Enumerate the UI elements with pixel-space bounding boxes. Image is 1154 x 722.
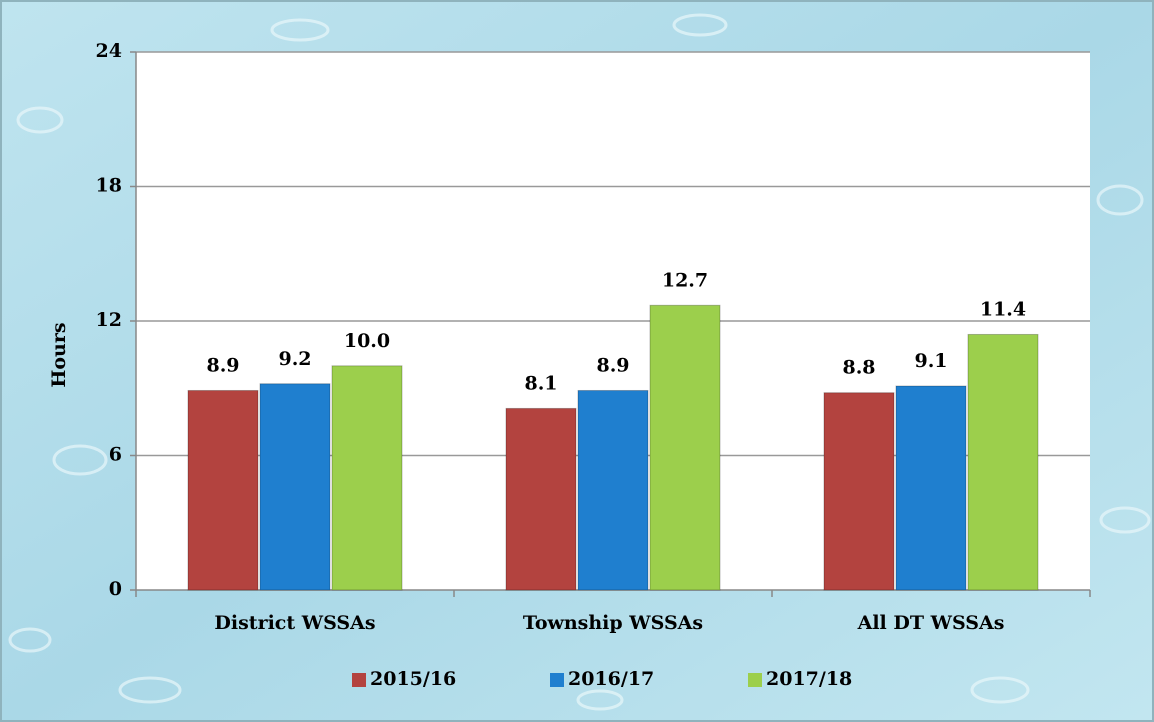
value-label: 9.2: [278, 348, 311, 370]
value-label: 9.1: [914, 350, 947, 372]
y-tick-label: 24: [96, 40, 122, 62]
y-tick-label: 12: [96, 309, 122, 331]
legend-swatch: [748, 673, 762, 687]
y-tick-label: 6: [109, 444, 122, 466]
value-label: 10.0: [344, 330, 390, 352]
legend-label: 2017/18: [766, 668, 852, 690]
bar: [823, 392, 895, 591]
legend-swatch: [352, 673, 366, 687]
legend-swatch: [550, 673, 564, 687]
legend-label: 2016/17: [568, 668, 654, 690]
value-label: 8.9: [596, 354, 629, 376]
x-tick-label: Township WSSAs: [523, 612, 703, 634]
legend-label: 2015/16: [370, 668, 456, 690]
bar: [967, 333, 1039, 591]
bar: [649, 304, 721, 591]
bar: [895, 385, 967, 591]
x-tick-label: All DT WSSAs: [857, 612, 1005, 634]
bar: [187, 389, 259, 591]
bar: [259, 383, 331, 591]
value-label: 8.8: [842, 357, 875, 379]
bar: [577, 389, 649, 591]
y-axis-label: Hours: [48, 322, 70, 387]
value-label: 8.1: [524, 372, 557, 394]
value-label: 12.7: [662, 269, 708, 291]
bar: [331, 365, 403, 591]
bar: [505, 407, 577, 591]
value-label: 11.4: [980, 298, 1026, 320]
water-drops: [8, 13, 1151, 711]
y-tick-label: 0: [109, 578, 122, 600]
x-tick-label: District WSSAs: [214, 612, 375, 634]
y-tick-label: 18: [96, 175, 122, 197]
value-label: 8.9: [206, 354, 239, 376]
